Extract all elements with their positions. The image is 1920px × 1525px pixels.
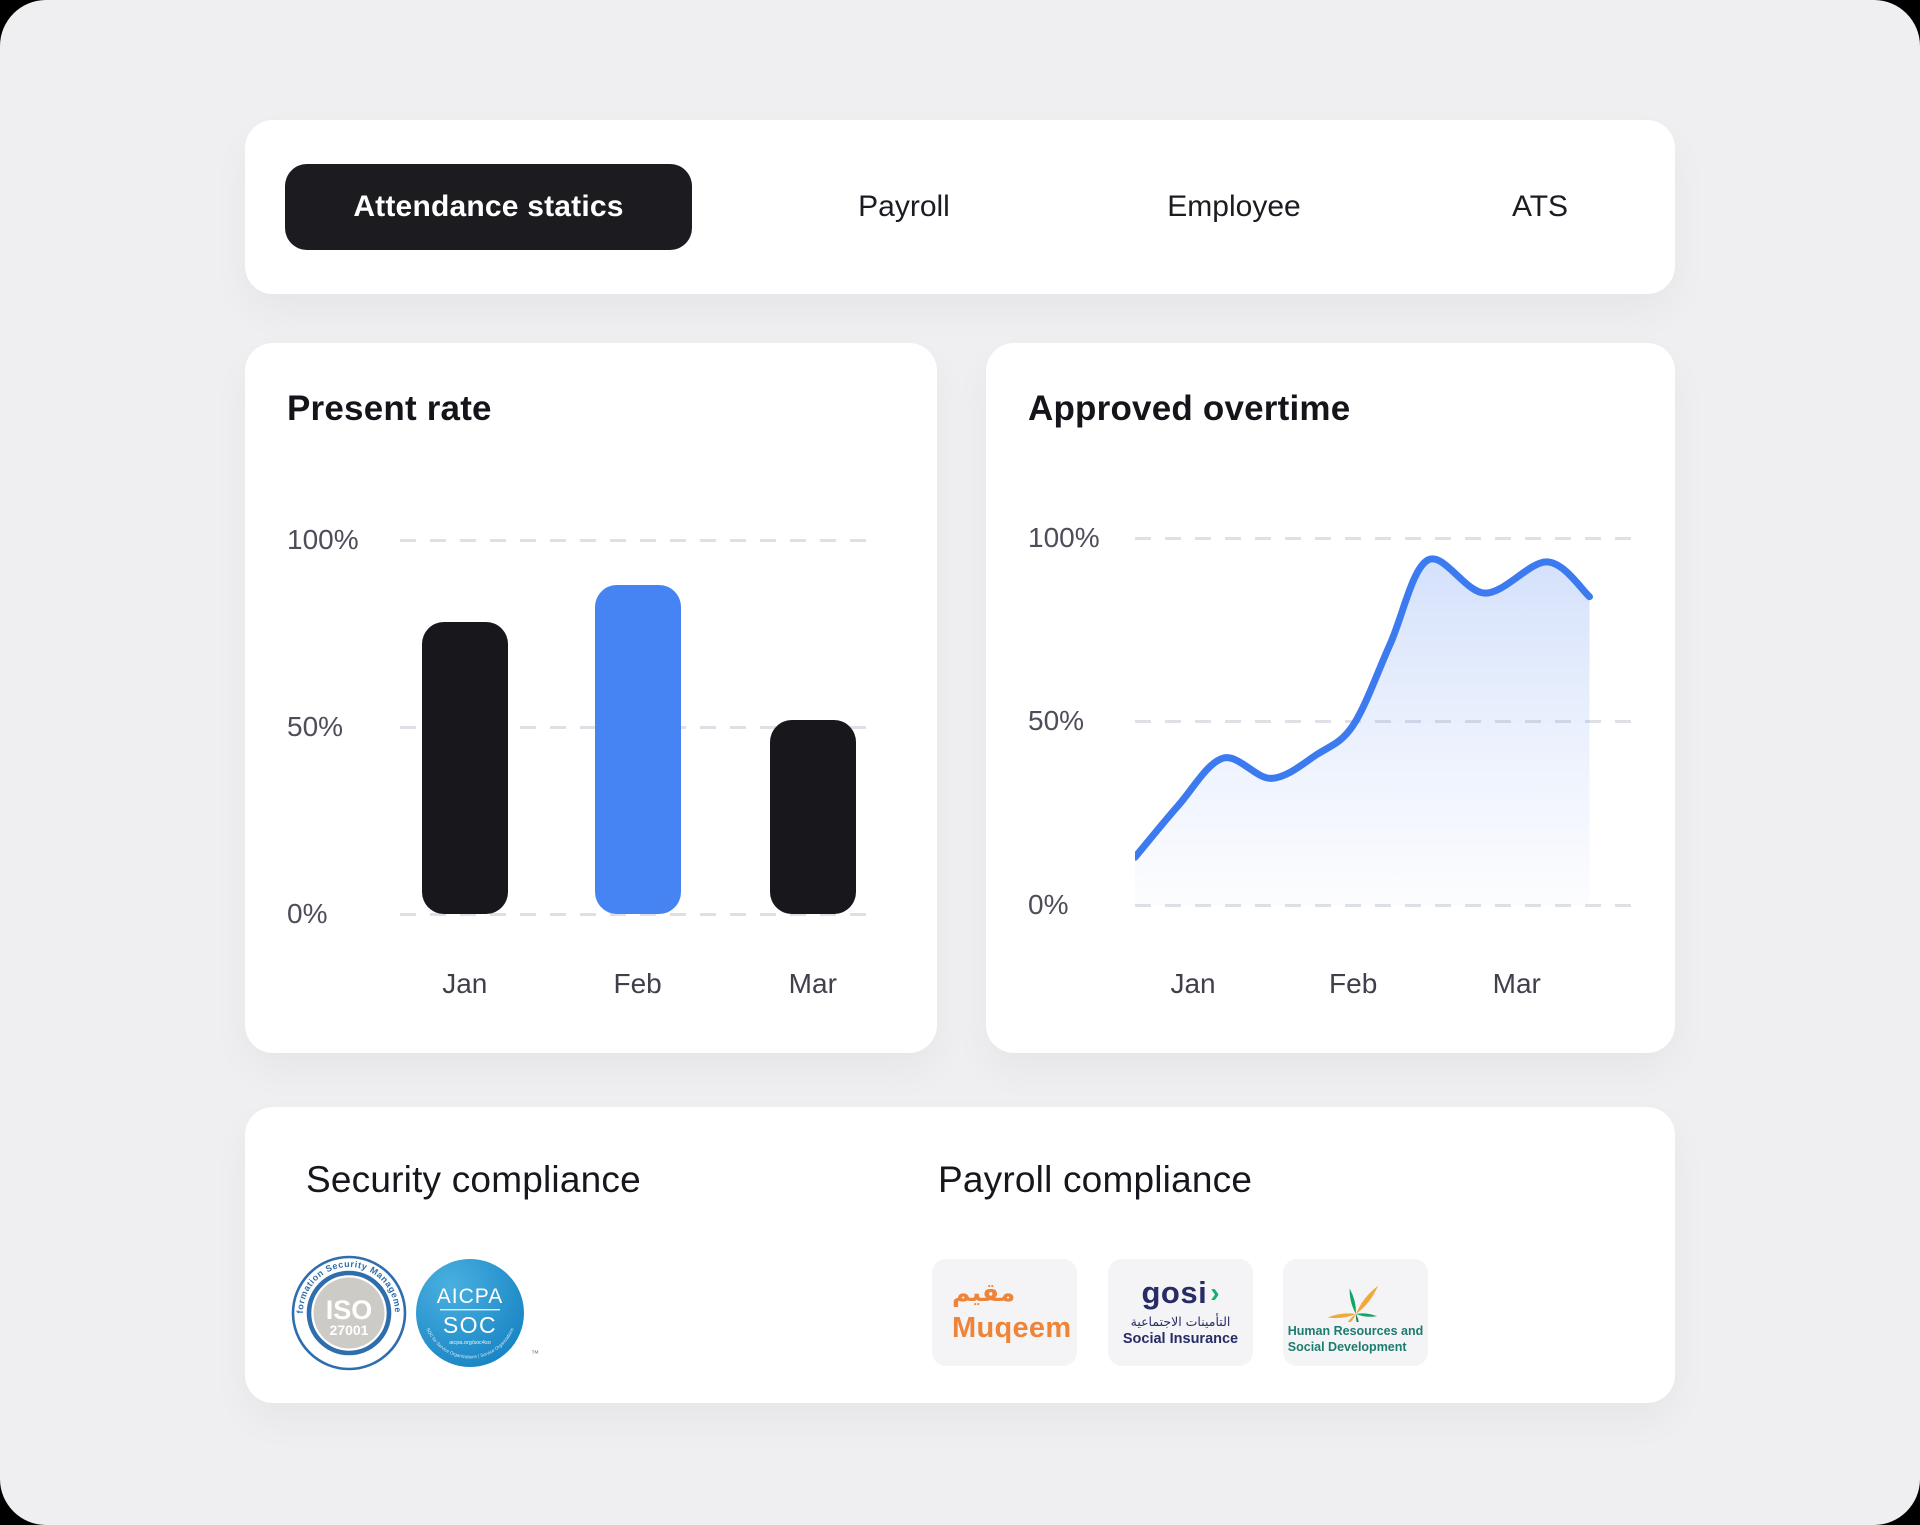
hrsd-label-line1: Human Resources and [1287, 1324, 1424, 1338]
tab-attendance-statics[interactable]: Attendance statics [285, 164, 692, 250]
approved-overtime-title: Approved overtime [1028, 389, 1351, 428]
present-rate-title: Present rate [287, 389, 492, 428]
gridline-100 [400, 539, 880, 542]
gosi-logo-tile: gosi › التأمينات الاجتماعية Social Insur… [1108, 1259, 1253, 1366]
y-tick-100: 100% [1028, 522, 1100, 553]
iso-center-text: ISO [326, 1295, 373, 1325]
present-rate-card: Present rate 100% 50% 0% Jan Feb Mar [245, 343, 937, 1053]
gridline-100 [1135, 537, 1640, 540]
iso-27001-badge: Information Security Management Certifie… [289, 1253, 407, 1371]
gosi-arabic-label: التأمينات الاجتماعية [1130, 1314, 1231, 1329]
gosi-wordmark: gosi [1141, 1275, 1208, 1310]
tab-payroll[interactable]: Payroll [858, 190, 950, 223]
y-tick-50: 50% [1028, 705, 1085, 736]
x-tick-jan: Jan [1170, 968, 1216, 999]
y-tick-0: 0% [287, 898, 328, 929]
y-tick-50: 50% [287, 711, 344, 742]
bar-mar [769, 719, 856, 914]
x-tick-mar: Mar [788, 968, 837, 999]
bar-plot-area [400, 540, 880, 914]
x-tick-feb: Feb [1329, 968, 1378, 999]
area-fill [1135, 558, 1590, 905]
aicpa-tm: ™ [531, 1349, 539, 1358]
soc-text: SOC [443, 1312, 497, 1338]
trend-line [1135, 555, 1593, 861]
gridline-0 [400, 913, 880, 916]
x-tick-jan: Jan [442, 968, 488, 999]
tab-employee[interactable]: Employee [1167, 190, 1301, 223]
muqeem-arabic-label: مقيم [952, 1277, 1016, 1307]
security-compliance-title: Security compliance [306, 1159, 641, 1200]
top-nav-bar: Attendance statics Payroll Employee ATS [245, 120, 1675, 294]
gridline-0 [1135, 904, 1640, 907]
approved-overtime-card: Approved overtime 100% 50% 0% Jan Feb Mar [986, 343, 1675, 1053]
iso-number-text: 27001 [330, 1322, 369, 1338]
x-tick-mar: Mar [1492, 968, 1541, 999]
compliance-card: Security compliance Information Security… [245, 1107, 1675, 1403]
tab-attendance-statics-label: Attendance statics [353, 190, 624, 223]
hrsd-logo-tile: Human Resources and Social Development [1283, 1259, 1428, 1366]
gosi-arrow-icon: › [1210, 1277, 1220, 1308]
aicpa-text: AICPA [437, 1285, 503, 1308]
bar-jan [421, 622, 508, 914]
hrsd-starburst-icon [1326, 1284, 1380, 1322]
muqeem-logo-tile: مقيم Muqeem [932, 1259, 1077, 1366]
x-tick-feb: Feb [613, 968, 662, 999]
y-tick-0: 0% [1028, 889, 1069, 920]
aicpa-url-text: aicpa.org/soc4so [449, 1340, 491, 1346]
y-tick-100: 100% [287, 524, 359, 555]
gosi-subtitle: Social Insurance [1122, 1331, 1239, 1347]
hrsd-label-line2: Social Development [1287, 1339, 1407, 1354]
tab-ats[interactable]: ATS [1511, 190, 1569, 223]
bar-feb [594, 584, 681, 914]
payroll-compliance-title: Payroll compliance [938, 1159, 1253, 1200]
aicpa-soc-badge: AICPA SOC aicpa.org/soc4so SOC for Servi… [416, 1259, 539, 1367]
overtime-line-chart [1135, 555, 1593, 905]
muqeem-label: Muqeem [952, 1311, 1072, 1344]
